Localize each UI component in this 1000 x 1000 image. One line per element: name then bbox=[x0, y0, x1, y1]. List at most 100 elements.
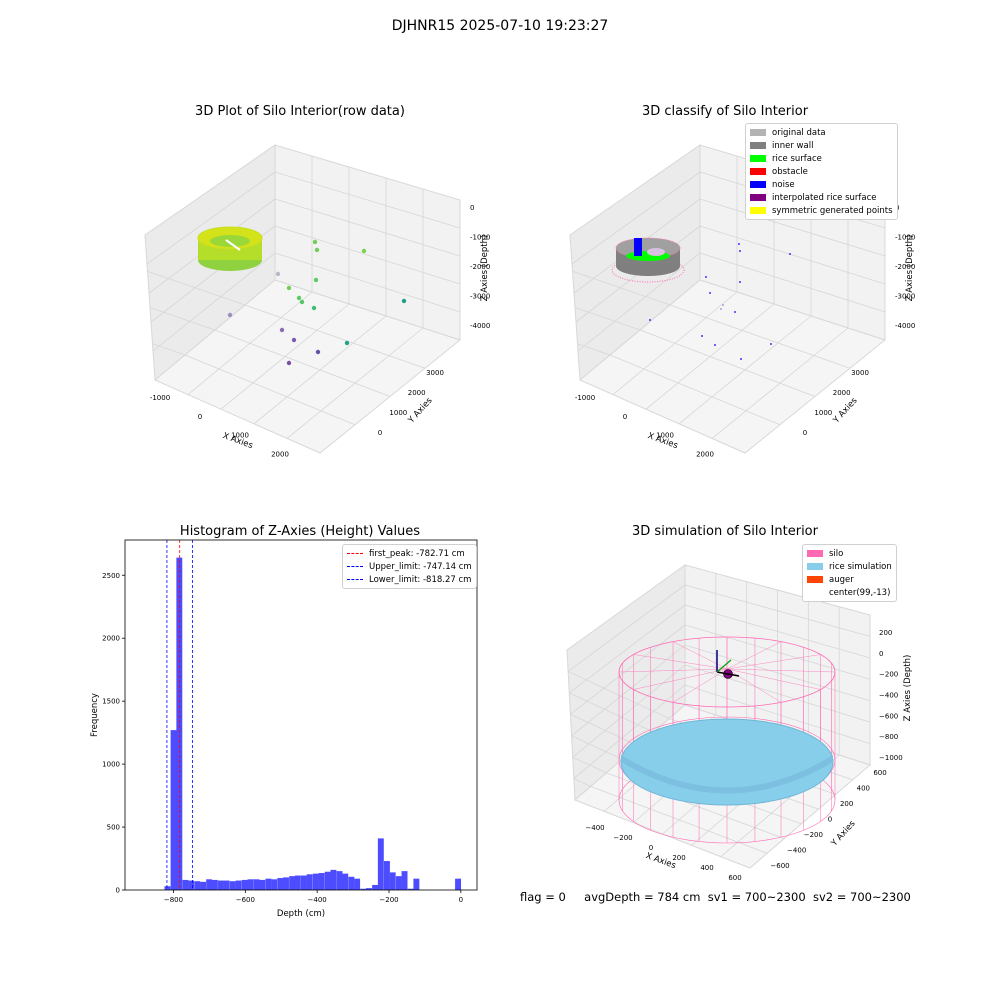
data-point bbox=[296, 295, 302, 301]
grid-line bbox=[567, 671, 670, 719]
grid-line bbox=[571, 735, 623, 760]
data-cloud-inner bbox=[210, 235, 250, 247]
data-point bbox=[313, 277, 319, 283]
sv2-text: sv2 = 700~2300 bbox=[812, 890, 911, 904]
grid-line bbox=[184, 354, 356, 426]
grid-line bbox=[274, 225, 461, 285]
z-tick-label: 0 bbox=[470, 204, 474, 212]
legend-swatch bbox=[750, 129, 766, 136]
z-tick-label: -2000 bbox=[895, 263, 915, 271]
legend-swatch bbox=[347, 566, 363, 567]
histogram-bar bbox=[218, 880, 224, 890]
y-tick-label: 1500 bbox=[102, 698, 120, 706]
grid-line bbox=[274, 252, 461, 313]
y-tick-label: 3000 bbox=[851, 369, 869, 377]
grid-line bbox=[274, 198, 461, 257]
z-tick-label: -1000 bbox=[895, 234, 915, 242]
y-tick-label: 0 bbox=[828, 816, 832, 824]
data-point bbox=[291, 337, 297, 343]
classify-legend: original data inner wall rice surface obsta… bbox=[745, 123, 898, 220]
histogram-bar bbox=[312, 873, 319, 890]
x-tick-label: −800 bbox=[164, 896, 183, 904]
x-tick-label: −200 bbox=[613, 834, 632, 842]
grid-line bbox=[577, 343, 611, 356]
histogram-bar bbox=[413, 878, 420, 890]
data-point bbox=[279, 327, 285, 333]
y-tick-label: 1000 bbox=[814, 409, 832, 417]
legend-swatch bbox=[750, 194, 766, 201]
histogram-bar bbox=[223, 880, 230, 890]
x-tick-label: 200 bbox=[672, 854, 685, 862]
grid-line bbox=[684, 664, 871, 723]
noise-point bbox=[705, 276, 707, 278]
silo-roof-wire bbox=[633, 668, 728, 690]
histogram-bar bbox=[348, 876, 355, 890]
simulation-plot-title: 3D simulation of Silo Interior bbox=[632, 524, 818, 539]
histogram-legend: first_peak: -782.71 cm Upper_limit: -747.… bbox=[342, 544, 477, 589]
grid-line bbox=[699, 252, 886, 313]
silo-roof-wire bbox=[672, 641, 728, 670]
histogram-bar bbox=[318, 873, 325, 890]
y-tick-label: 0 bbox=[378, 429, 382, 437]
grid-line bbox=[569, 604, 686, 694]
x-tick-label: 400 bbox=[700, 864, 713, 872]
legend-swatch bbox=[807, 576, 823, 583]
legend-entry: Lower_limit: -818.27 cm bbox=[347, 573, 472, 586]
noise-point bbox=[739, 250, 741, 252]
histogram-bar bbox=[342, 873, 349, 890]
legend-entry: inner wall bbox=[750, 139, 893, 152]
histogram-bar bbox=[377, 838, 384, 890]
grid-line bbox=[572, 664, 686, 758]
raw-3d-plot[interactable]: -1000 0 1000 2000 3000 0 1000 2000 3000 0 -1000 -20… bbox=[130, 130, 490, 470]
histogram-bar bbox=[241, 879, 248, 890]
grid-line bbox=[573, 684, 686, 779]
histogram-title: Histogram of Z-Axies (Height) Values bbox=[179, 524, 421, 539]
grid-line bbox=[146, 171, 276, 265]
legend-label: rice simulation bbox=[829, 561, 892, 572]
silo-roof-wire bbox=[726, 654, 821, 670]
y-tick-label: −600 bbox=[770, 862, 789, 870]
z-axis-label: Z Axies (Depth) bbox=[903, 655, 913, 722]
legend-swatch bbox=[750, 207, 766, 214]
x-tick-label: 2000 bbox=[696, 450, 714, 458]
y-tick-label: 2500 bbox=[102, 572, 120, 580]
z-axis-label: Z Axies (Depth) bbox=[905, 235, 915, 302]
legend-label: inner wall bbox=[772, 140, 814, 151]
histogram-bar bbox=[259, 879, 266, 890]
histogram-chart[interactable]: −800 −600 −400 −200 0 0 500 1000 1500 2000 2500 Dep… bbox=[85, 535, 485, 920]
z-tick-label: -4000 bbox=[470, 322, 490, 330]
histogram-bar bbox=[283, 877, 289, 890]
x-arrow bbox=[716, 671, 740, 677]
z-tick-label: -2000 bbox=[470, 263, 490, 271]
histogram-bar bbox=[324, 871, 331, 890]
grid-line bbox=[214, 329, 391, 397]
x-tick-label: 1000 bbox=[231, 432, 249, 440]
x-tick-label: 3000 bbox=[736, 469, 754, 470]
y-tick-label: 3000 bbox=[426, 369, 444, 377]
grid-line bbox=[684, 584, 871, 637]
legend-entry: auger bbox=[807, 573, 892, 586]
simulation-3d-plot[interactable]: −400−2000200400600−600−400−2000200400600… bbox=[555, 550, 920, 880]
grid-line bbox=[569, 692, 654, 733]
data-point bbox=[315, 349, 321, 355]
legend-label: interpolated rice surface bbox=[772, 192, 877, 203]
silo-roof-wire bbox=[726, 641, 782, 670]
grid-line bbox=[639, 329, 816, 397]
rice-simulation-side bbox=[621, 755, 833, 794]
noise-point bbox=[738, 243, 740, 245]
grid-line bbox=[244, 304, 426, 369]
grid-line bbox=[274, 171, 461, 229]
legend-label: obstacle bbox=[772, 166, 808, 177]
plot-frame bbox=[124, 539, 478, 891]
histogram-bar bbox=[188, 880, 195, 890]
legend-label: rice surface bbox=[772, 153, 822, 164]
noise-point bbox=[770, 343, 772, 345]
grid-line bbox=[699, 225, 886, 285]
histogram-bar bbox=[247, 879, 254, 890]
histogram-bar bbox=[206, 879, 213, 890]
noise-point bbox=[734, 311, 736, 313]
noise-point bbox=[714, 344, 716, 346]
x-tick-label: 0 bbox=[649, 844, 653, 852]
legend-swatch bbox=[347, 579, 363, 580]
grid-line bbox=[684, 624, 871, 680]
